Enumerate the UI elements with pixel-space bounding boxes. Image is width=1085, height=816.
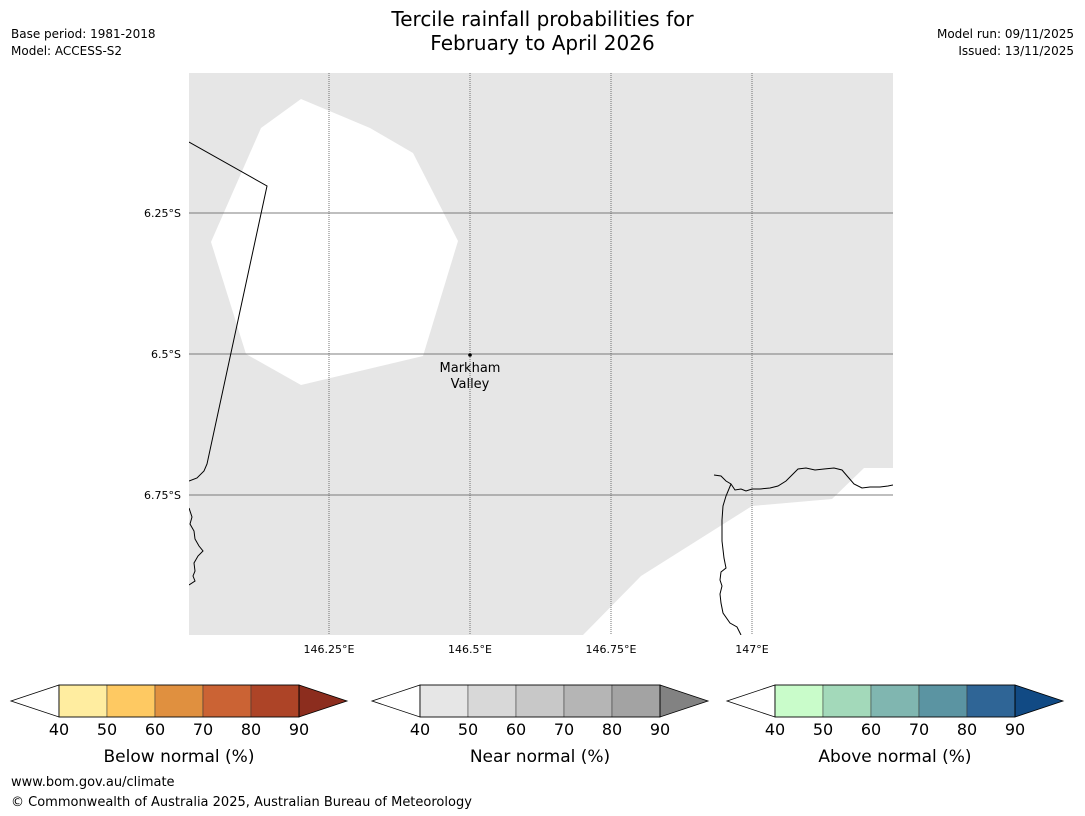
legend-near-tick-80: 80 (602, 720, 622, 739)
coastline-river (719, 483, 742, 635)
legend-near-bin-4 (563, 684, 613, 718)
legend-above-extend-high (1014, 684, 1065, 718)
model-run: Model run: 09/11/2025 (936, 27, 1074, 41)
place-name-line-1: Markham (440, 361, 501, 376)
legend-below-tick-50: 50 (97, 720, 117, 739)
legend-near-tick-50: 50 (458, 720, 478, 739)
legend-above-bin-2 (822, 684, 872, 718)
legend-above-tick-40: 40 (765, 720, 785, 739)
legend-near-label: Near normal (%) (470, 747, 610, 767)
legend-near-tick-70: 70 (554, 720, 574, 739)
legend-below-label: Below normal (%) (104, 747, 255, 767)
lat-tick-labels: 6.25°S 6.5°S 6.75°S (144, 207, 181, 502)
legend-above-tick-50: 50 (813, 720, 833, 739)
map-layers: Markham Valley (189, 73, 893, 635)
title-line-2: February to April 2026 (430, 31, 655, 55)
legend-below-tick-90: 90 (289, 720, 309, 739)
legend-near-tick-90: 90 (650, 720, 670, 739)
legend-below-tick-80: 80 (241, 720, 261, 739)
lat-label-6.5: 6.5°S (151, 348, 181, 361)
map-title: Tercile rainfall probabilities for Febru… (0, 7, 1085, 55)
lon-label-146.25: 146.25°E (304, 643, 355, 656)
unshaded-region-southeast (583, 468, 893, 635)
unshaded-region-north (211, 99, 458, 385)
legend-near-outline (419, 684, 661, 718)
coastline-west (189, 507, 204, 586)
legend-above-bin-4 (918, 684, 968, 718)
legend-below-normal: 40 50 60 70 80 90 Below normal (%) (9, 684, 349, 767)
legend-near-tick-60: 60 (506, 720, 526, 739)
lat-label-6.25: 6.25°S (144, 207, 181, 220)
place-marker: Markham Valley (440, 353, 501, 392)
borders-and-coast (189, 141, 893, 635)
legend-below-tick-70: 70 (193, 720, 213, 739)
region-boundary (189, 141, 268, 482)
legend-above-tick-90: 90 (1005, 720, 1025, 739)
footer-copyright: © Commonwealth of Australia 2025, Austra… (11, 795, 472, 810)
legend-above-tick-70: 70 (909, 720, 929, 739)
legend-above-outline (774, 684, 1016, 718)
base-period: Base period: 1981-2018 (11, 27, 156, 41)
legend-below-tick-60: 60 (145, 720, 165, 739)
legend-above-bin-5 (966, 684, 1016, 718)
lon-label-146.75: 146.75°E (586, 643, 637, 656)
footer-url: www.bom.gov.au/climate (11, 775, 175, 790)
legend-near-bin-1 (419, 684, 469, 718)
legend-above-extend-low (725, 684, 776, 718)
legend-below-bin-2 (106, 684, 156, 718)
place-name-line-2: Valley (451, 377, 490, 392)
lon-label-146.5: 146.5°E (448, 643, 492, 656)
legend-below-bin-4 (202, 684, 252, 718)
legend-near-extend-high (659, 684, 710, 718)
graticule (189, 73, 893, 635)
legend-above-normal: 40 50 60 70 80 90 Above normal (%) (725, 684, 1065, 767)
legend-below-extend-low (9, 684, 60, 718)
legend-near-bin-5 (611, 684, 661, 718)
lon-tick-labels: 146.25°E 146.5°E 146.75°E 147°E (304, 643, 769, 656)
coastline-huon-gulf (713, 467, 893, 492)
markham-valley-dot (468, 353, 472, 357)
title-line-1: Tercile rainfall probabilities for (391, 7, 694, 31)
issued-date: Issued: 13/11/2025 (958, 44, 1074, 58)
legend-above-bin-1 (774, 684, 824, 718)
legend-below-bin-3 (154, 684, 204, 718)
meta-left: Base period: 1981-2018 Model: ACCESS-S2 (11, 26, 156, 60)
legend-near-extend-low (370, 684, 421, 718)
legend-near-tick-40: 40 (410, 720, 430, 739)
legend-near-bin-2 (467, 684, 517, 718)
legend-above-bin-3 (870, 684, 920, 718)
legend-below-extend-high (298, 684, 349, 718)
model-name: Model: ACCESS-S2 (11, 44, 123, 58)
legend-above-tick-60: 60 (861, 720, 881, 739)
meta-right: Model run: 09/11/2025 Issued: 13/11/2025 (937, 26, 1074, 60)
legend-above-tick-80: 80 (957, 720, 977, 739)
legend-below-outline (58, 684, 300, 718)
lon-label-147: 147°E (735, 643, 768, 656)
legend-below-bin-1 (58, 684, 108, 718)
legend-near-bin-3 (515, 684, 565, 718)
legend-below-tick-40: 40 (49, 720, 69, 739)
legend-below-bin-5 (250, 684, 300, 718)
lat-label-6.75: 6.75°S (144, 489, 181, 502)
legend-above-label: Above normal (%) (818, 747, 971, 767)
legend-near-normal: 40 50 60 70 80 90 Near normal (%) (370, 684, 710, 767)
